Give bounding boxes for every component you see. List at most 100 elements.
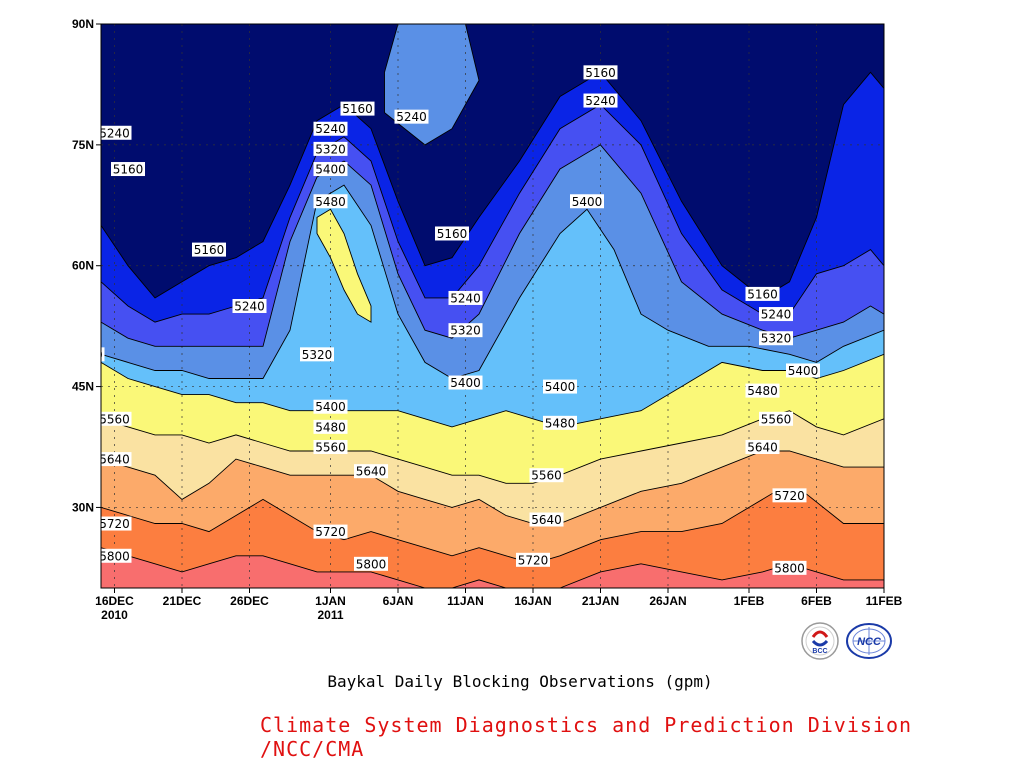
contour-label: 5240 xyxy=(759,307,793,322)
contour-label: 5160 xyxy=(192,242,226,257)
svg-text:5400: 5400 xyxy=(450,376,481,390)
x-tick-label: 21DEC xyxy=(163,594,202,608)
svg-text:5240: 5240 xyxy=(761,308,792,322)
contour-label: 5400 xyxy=(313,162,348,177)
svg-text:5560: 5560 xyxy=(531,469,562,483)
svg-text:5240: 5240 xyxy=(234,300,265,314)
contour-label: 5800 xyxy=(772,560,807,575)
contour-chart: 5240 5160 5160 5240 5320 5480 5160 5240 5320 5400… xyxy=(72,17,903,622)
chart-caption: Baykal Daily Blocking Observations (gpm) xyxy=(327,672,713,691)
svg-text:5160: 5160 xyxy=(342,102,373,116)
contour-label: 5320 xyxy=(313,141,348,156)
contour-label: 5800 xyxy=(99,548,132,563)
contour-bands xyxy=(101,24,884,588)
svg-text:5160: 5160 xyxy=(585,66,616,80)
y-tick-label: 45N xyxy=(72,380,94,394)
svg-text:5400: 5400 xyxy=(315,400,346,414)
contour-line-5720 xyxy=(101,490,884,565)
svg-text:5240: 5240 xyxy=(396,110,427,124)
contour-label: 5640 xyxy=(529,512,564,527)
contour-label: 5160 xyxy=(435,226,469,241)
svg-text:5800: 5800 xyxy=(99,549,130,563)
svg-text:5720: 5720 xyxy=(315,525,346,539)
y-tick-label: 60N xyxy=(72,259,94,273)
contour-line-5480 xyxy=(101,353,884,428)
footer-credit: Climate System Diagnostics and Predictio… xyxy=(260,713,913,761)
svg-text:5480: 5480 xyxy=(315,420,346,434)
contour-label: 5160 xyxy=(583,65,618,80)
svg-text:5320: 5320 xyxy=(450,324,481,338)
contour-label: 5240 xyxy=(394,109,429,124)
svg-text:5240: 5240 xyxy=(450,291,481,305)
contour-label: 5560 xyxy=(99,411,132,426)
contour-label: 5400 xyxy=(543,379,577,394)
x-tick-label: 26JAN xyxy=(649,594,686,608)
y-tick-label: 90N xyxy=(72,17,94,31)
contour-label: 5640 xyxy=(354,464,388,479)
contour-label: 5800 xyxy=(354,556,388,571)
svg-text:5560: 5560 xyxy=(761,412,792,426)
contour-label: 5240 xyxy=(232,299,267,314)
x-tick-label: 1JAN xyxy=(315,594,346,608)
x-tick-label: 21JAN xyxy=(582,594,619,608)
x-tick-label: 1FEB xyxy=(734,594,765,608)
contour-label: 5560 xyxy=(313,440,348,455)
x-tick-label: 11JAN xyxy=(447,594,484,608)
svg-text:5480: 5480 xyxy=(747,384,778,398)
x-tick-label: 6FEB xyxy=(801,594,832,608)
contour-label: 5480 xyxy=(313,419,348,434)
bcc-logo: BCC xyxy=(801,622,839,660)
contour-line-5640 xyxy=(101,450,884,524)
contour-label: 5720 xyxy=(772,488,807,503)
svg-text:5400: 5400 xyxy=(545,380,576,394)
svg-text:5480: 5480 xyxy=(545,416,576,430)
svg-text:5640: 5640 xyxy=(356,465,387,479)
closed-contour-5560 xyxy=(316,208,372,323)
svg-text:5400: 5400 xyxy=(572,195,603,209)
contour-label: 5240 xyxy=(99,125,132,140)
y-tick-label: 75N xyxy=(72,138,94,152)
contour-label: 5320 xyxy=(300,347,334,362)
svg-text:5720: 5720 xyxy=(518,553,549,567)
contour-label: 5400 xyxy=(448,375,483,390)
svg-text:5240: 5240 xyxy=(315,122,346,136)
svg-text:5720: 5720 xyxy=(99,517,130,531)
svg-text:5160: 5160 xyxy=(113,163,144,177)
contour-label: 5400 xyxy=(570,194,604,209)
contour-label: 5160 xyxy=(111,162,145,177)
ncc-logo: NCC xyxy=(845,622,893,660)
contour-label: 5160 xyxy=(745,286,780,301)
contour-line-5160 xyxy=(101,71,884,299)
contour-label: 5240 xyxy=(448,290,483,305)
plot-frame xyxy=(100,23,885,589)
contour-label: 5720 xyxy=(313,524,348,539)
svg-text:5160: 5160 xyxy=(747,287,778,301)
band-above-5720 xyxy=(101,491,884,588)
y-tick-label: 30N xyxy=(72,500,94,514)
svg-text:5720: 5720 xyxy=(774,489,805,503)
svg-text:5320: 5320 xyxy=(761,332,792,346)
svg-text:5480: 5480 xyxy=(315,195,346,209)
contour-label: 5560 xyxy=(529,468,564,483)
ncc-logo-text: NCC xyxy=(857,636,882,648)
svg-text:5560: 5560 xyxy=(99,412,130,426)
band-above-5800 xyxy=(101,547,884,588)
contour-line-5560 xyxy=(101,410,884,484)
contour-label: 5480 xyxy=(101,347,105,362)
contour-label: 5480 xyxy=(313,194,348,209)
x-tick-label: 6JAN xyxy=(383,594,414,608)
x-tick-label: 11FEB xyxy=(866,594,903,608)
contour-label: 5240 xyxy=(313,121,348,136)
contour-labels: 5240 5160 5160 5240 5320 5480 5160 5240 5320 5400… xyxy=(99,65,820,575)
x-tick-label: 16JAN xyxy=(514,594,551,608)
svg-text:5160: 5160 xyxy=(194,243,225,257)
svg-text:5800: 5800 xyxy=(356,557,387,571)
svg-text:5640: 5640 xyxy=(531,513,562,527)
svg-text:5240: 5240 xyxy=(99,126,130,140)
svg-text:5400: 5400 xyxy=(788,364,819,378)
contour-label: 5320 xyxy=(759,331,793,346)
x-tick-year: 2010 xyxy=(101,608,128,622)
svg-text:5640: 5640 xyxy=(747,441,778,455)
contour-label: 5160 xyxy=(340,101,375,116)
